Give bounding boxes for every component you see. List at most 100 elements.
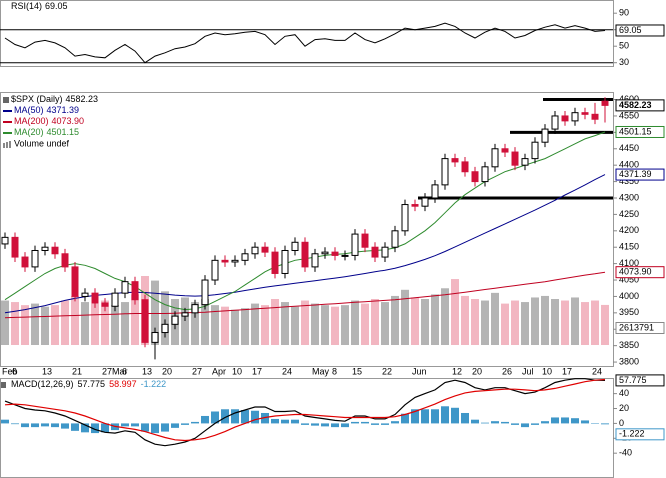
candle-body [261,246,269,253]
volume-bar [31,303,39,345]
histogram-bar [231,409,239,424]
histogram-bar [341,423,349,428]
x-tick-label: 15 [352,366,362,376]
volume-bar [41,306,49,345]
macd-line [4,378,606,442]
candle-body [11,236,19,258]
histogram-bar [521,423,529,428]
histogram-bar [421,409,429,424]
panel-header: $SPX (Daily) 4582.23 [11,94,98,104]
legend-icon [6,142,8,148]
candle-body [481,166,489,183]
rsi-line [4,22,606,64]
candle-body [211,259,219,281]
histogram-bar [61,423,69,429]
value-box [615,125,665,138]
candle-body [321,251,329,255]
volume-bar [581,302,589,345]
value-label: 4073.90 [619,267,652,277]
candle-body [51,246,59,255]
histogram-bar [191,421,199,424]
volume-bar [521,302,529,345]
histogram-bar [181,423,189,425]
volume-bar [491,292,499,345]
candle-body [561,115,569,122]
y-tick-label: 4200 [619,225,639,235]
moving-average [4,174,606,314]
histogram-bar [211,411,219,424]
x-tick-label: 10 [542,366,552,376]
y-tick-label: 90 [619,8,629,18]
header-part: MA(20) [14,127,44,137]
volume-bar [311,303,319,345]
volume-bar [421,299,429,345]
header-part: 4371.39 [47,105,80,115]
candle-body [121,281,129,294]
value-box [615,428,665,441]
moving-average [4,271,606,319]
volume-bar [541,295,549,345]
histogram-bar [291,419,299,424]
y-tick-label: 4050 [619,274,639,284]
candle-body [411,204,419,207]
candle-body [241,253,249,261]
legend-icon [1,382,6,388]
volume-bar [181,297,189,345]
x-tick-label: 10 [232,366,242,376]
candle-body [541,128,549,143]
volume-bar [221,306,229,345]
histogram-bar [501,421,509,424]
candle-body [291,241,299,251]
volume-bar [441,288,449,345]
value-box [615,322,665,334]
candle-body [231,259,239,263]
volume-bar [501,303,509,345]
histogram-bar [121,423,129,427]
candle-body [501,148,509,153]
candle-body [171,315,179,325]
histogram-bar [591,423,599,424]
value-label: -1.222 [619,429,645,439]
histogram-bar [531,423,539,425]
candle-body [351,233,359,256]
candle-body [441,158,449,186]
volume-bar [351,300,359,345]
candle-body [81,292,89,297]
histogram-bar [361,421,369,424]
candle-body [271,251,279,274]
volume-bar [591,300,599,345]
header-part: 69.05 [45,1,68,11]
volume-bar [161,291,169,345]
candle-body [301,241,309,268]
histogram-bar [381,423,389,425]
candle-body [221,259,229,263]
y-tick-label: 20 [619,403,629,413]
panel-header: MA(200) 4073.90 [14,116,84,126]
volume-bar [151,280,159,345]
value-label: 4371.39 [619,169,652,179]
volume-bar [531,297,539,345]
histogram-bar [131,423,139,427]
volume-bar [301,300,309,345]
candle-body [181,312,189,317]
header-part: -1.222 [141,379,167,389]
volume-bar [241,308,249,345]
panel-header: MA(50) 4371.39 [14,105,79,115]
legend-label: Volume undef [14,138,70,148]
volume-bar [571,297,579,345]
legend-icon [3,97,9,103]
candle-body [581,112,589,115]
histogram-bar [1,419,9,424]
candle-body [381,246,389,258]
histogram-bar [201,415,209,424]
volume-bar [561,300,569,345]
macd-line [4,378,606,447]
volume-bar [341,305,349,345]
histogram-bar [371,423,379,425]
x-tick-label: 24 [282,366,292,376]
candle-body [401,204,409,232]
candle-body [591,113,599,120]
volume-bar [71,295,79,345]
histogram-bar [241,410,249,424]
